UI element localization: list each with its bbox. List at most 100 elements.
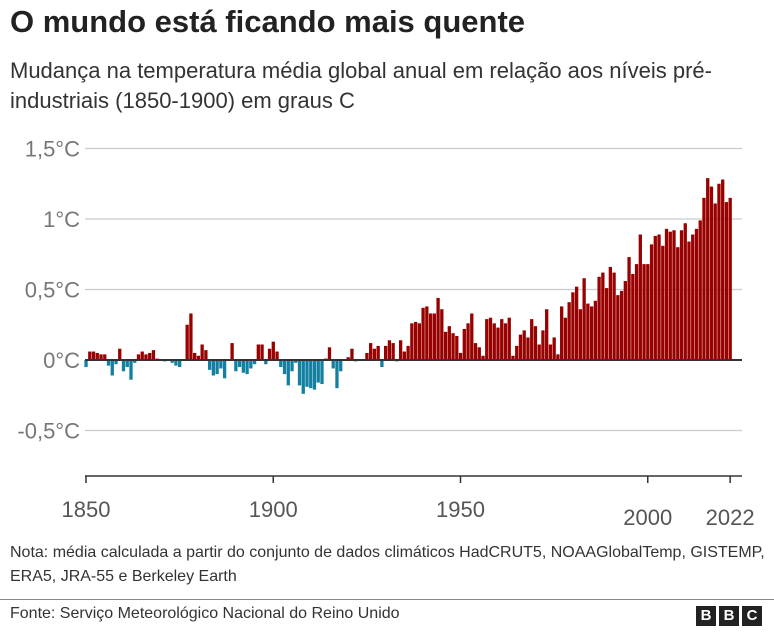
- bar-1949: [455, 336, 459, 360]
- bar-1975: [552, 337, 556, 360]
- bar-1912: [316, 360, 320, 383]
- x-tick-label: 1850: [62, 497, 111, 522]
- bar-1969: [530, 319, 534, 360]
- bar-1866: [144, 354, 148, 360]
- bar-2022: [728, 197, 732, 360]
- bar-1977: [560, 306, 564, 360]
- bbc-logo: B B C: [696, 606, 762, 626]
- bar-1993: [619, 290, 624, 360]
- bar-1956: [481, 355, 485, 360]
- bar-2008: [676, 247, 680, 360]
- bar-1887: [222, 360, 227, 379]
- bar-2001: [649, 244, 654, 360]
- bar-2009: [679, 230, 684, 360]
- bar-1926: [369, 343, 373, 360]
- bar-1997: [634, 264, 639, 360]
- y-tick-label: -0,5°C: [17, 419, 80, 444]
- bar-1968: [526, 337, 530, 360]
- bar-1863: [133, 360, 137, 363]
- bar-1867: [148, 352, 152, 360]
- bar-1850: [84, 360, 88, 368]
- bar-1980: [571, 292, 575, 360]
- bar-1957: [485, 319, 489, 360]
- bar-1918: [339, 360, 343, 372]
- bar-1895: [252, 360, 257, 365]
- bar-1955: [477, 347, 481, 360]
- bar-1886: [219, 360, 223, 369]
- bar-1857: [110, 360, 114, 376]
- bar-1909: [305, 360, 309, 387]
- bar-1865: [140, 351, 144, 360]
- bar-1987: [597, 276, 601, 360]
- bar-1994: [623, 281, 627, 360]
- bar-2000: [646, 264, 650, 360]
- logo-letter: C: [742, 606, 762, 626]
- bar-1892: [241, 360, 245, 373]
- bar-1936: [406, 345, 410, 360]
- bar-1873: [170, 360, 174, 363]
- bar-2003: [657, 234, 661, 360]
- x-tick-label: 2000: [623, 505, 672, 530]
- bar-1893: [245, 360, 249, 375]
- bar-1859: [118, 348, 122, 360]
- bar-2015: [702, 197, 706, 360]
- bar-1954: [473, 343, 478, 360]
- bar-1952: [466, 323, 470, 360]
- bar-2017: [709, 186, 714, 360]
- bar-1906: [294, 360, 298, 363]
- bar-1929: [380, 360, 384, 368]
- bar-1928: [376, 345, 380, 360]
- bar-1879: [193, 352, 197, 360]
- bar-1944: [436, 297, 440, 360]
- bar-1903: [282, 360, 287, 375]
- bar-2018: [713, 203, 717, 360]
- bar-1934: [398, 340, 403, 360]
- bar-1931: [387, 340, 392, 360]
- bar-1894: [249, 360, 253, 369]
- bar-1973: [545, 309, 549, 360]
- x-tick-label: 1900: [249, 497, 298, 522]
- bar-1940: [421, 307, 425, 360]
- x-tick-label: 1950: [436, 497, 485, 522]
- bar-2005: [664, 228, 669, 360]
- bar-1896: [256, 344, 260, 360]
- bar-1967: [522, 330, 526, 360]
- logo-letter: B: [719, 606, 739, 626]
- bar-chart: 1,5°C 1°C 0,5°C 0°C -0,5°C 1850 1900 1950 2000 20…: [17, 137, 755, 531]
- bar-1853: [95, 352, 99, 360]
- bar-1951: [462, 328, 466, 360]
- bar-1854: [99, 354, 103, 360]
- bar-1902: [279, 360, 283, 368]
- bar-1984: [586, 303, 590, 360]
- bar-1883: [207, 360, 212, 370]
- y-tick-label: 1°C: [43, 207, 80, 232]
- chart-subtitle: Mudança na temperatura média global anua…: [10, 58, 712, 113]
- bar-1959: [492, 323, 496, 360]
- bar-1962: [503, 323, 508, 360]
- bar-1860: [121, 360, 126, 372]
- bar-1913: [320, 360, 324, 384]
- y-tick-label: 0°C: [43, 348, 80, 373]
- bar-1942: [428, 313, 433, 360]
- bar-1891: [237, 360, 242, 368]
- bar-1970: [533, 326, 538, 360]
- bar-1974: [548, 344, 553, 360]
- bar-1916: [331, 360, 335, 369]
- bar-1941: [425, 306, 429, 360]
- bar-1945: [440, 309, 444, 360]
- bar-2021: [724, 202, 729, 360]
- bar-1882: [204, 350, 208, 360]
- bar-1992: [616, 295, 620, 360]
- bar-1884: [211, 360, 216, 376]
- bar-1875: [178, 360, 182, 368]
- bar-2012: [691, 234, 695, 360]
- bar-1960: [496, 327, 500, 360]
- x-tick-label: 2022: [706, 505, 755, 530]
- bar-1964: [511, 355, 515, 360]
- bar-2013: [694, 228, 699, 360]
- bar-1958: [488, 317, 493, 360]
- bar-1979: [567, 302, 571, 360]
- bar-1963: [507, 317, 511, 360]
- bar-1899: [267, 348, 272, 360]
